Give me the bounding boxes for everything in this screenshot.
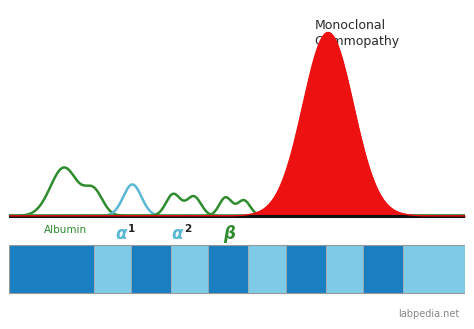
Bar [94,245,131,293]
Bar [363,245,403,293]
Text: 2: 2 [184,223,191,234]
Bar [131,245,171,293]
Text: 1: 1 [128,223,135,234]
Bar [326,245,363,293]
Text: α: α [171,224,182,242]
Bar [403,245,465,293]
Bar [171,245,209,293]
Text: β: β [223,224,235,242]
Bar [286,245,326,293]
Bar [248,245,286,293]
Text: Albumin: Albumin [44,224,87,235]
Text: Monoclonal
Gammopathy: Monoclonal Gammopathy [314,19,400,48]
Bar [9,245,94,293]
Text: α: α [115,224,127,242]
Text: labpedia.net: labpedia.net [399,309,460,319]
Bar [209,245,248,293]
Bar [9,245,465,293]
